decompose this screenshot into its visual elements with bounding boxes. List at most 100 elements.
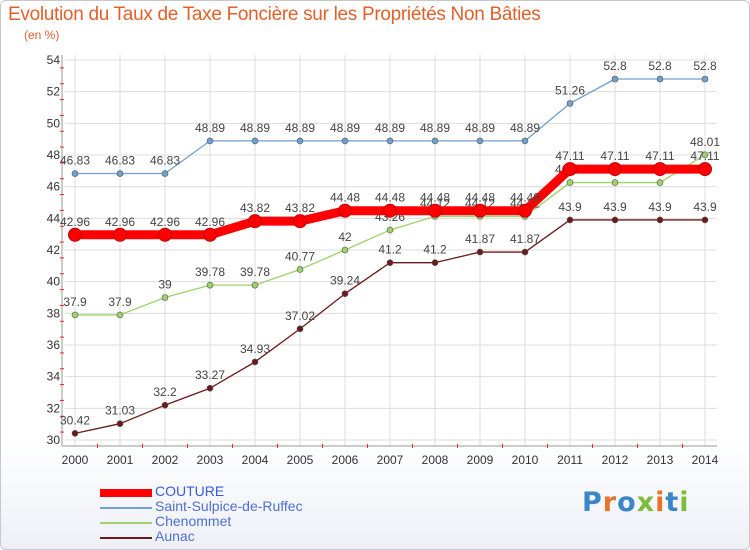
data-label-aunac: 43.9 [693,200,717,214]
x-tick-label: 2007 [377,453,404,467]
legend-label: Chenommet [155,513,232,529]
data-point-aunac [251,358,259,366]
data-label-aunac: 39.24 [330,274,360,288]
data-label-chenommet: 39.78 [240,265,270,279]
y-tick-label: 54 [47,53,61,67]
data-label-aunac: 32.2 [153,385,177,399]
data-label-saint-sulpice-de-ruffec: 48.89 [330,121,360,135]
x-tick-label: 2001 [107,453,134,467]
data-point-aunac [206,384,214,392]
data-point-chenommet [206,281,214,289]
data-point-chenommet [656,179,664,186]
data-label-saint-sulpice-de-ruffec: 52.8 [693,59,717,73]
data-label-chenommet: 42 [338,230,352,244]
data-label-saint-sulpice-de-ruffec: 46.83 [105,154,135,168]
data-label-aunac: 30.42 [60,413,90,427]
data-point-couture [293,214,307,229]
data-label-couture: 44.48 [420,191,450,205]
data-point-couture [248,214,262,229]
data-label-couture: 47.11 [690,149,719,163]
data-point-aunac [476,248,484,256]
data-point-saint-sulpice-de-ruffec [341,137,349,145]
data-label-couture: 44.48 [510,191,540,205]
data-label-aunac: 31.03 [105,404,135,418]
data-point-couture [518,203,532,218]
legend-label: COUTURE [155,483,225,499]
data-label-saint-sulpice-de-ruffec: 48.89 [510,121,540,135]
data-point-chenommet [701,151,709,159]
y-tick-label: 36 [47,338,61,352]
y-tick-label: 32 [47,401,61,415]
data-point-saint-sulpice-de-ruffec [251,137,259,145]
data-label-saint-sulpice-de-ruffec: 48.89 [285,121,315,135]
data-label-aunac: 37.02 [285,309,315,323]
data-label-saint-sulpice-de-ruffec: 48.89 [375,121,405,135]
data-point-aunac [566,216,574,224]
data-label-aunac: 43.9 [558,200,582,214]
data-point-chenommet [296,266,304,273]
data-label-aunac: 33.27 [195,368,225,382]
x-tick-label: 2009 [467,453,494,467]
data-label-couture: 42.96 [150,215,180,229]
logo-letter: t [665,487,680,518]
data-point-saint-sulpice-de-ruffec [71,170,79,177]
data-label-saint-sulpice-de-ruffec: 48.89 [195,121,225,135]
data-point-chenommet [566,179,574,186]
data-label-couture: 47.11 [645,149,674,163]
data-label-saint-sulpice-de-ruffec: 52.8 [648,59,672,73]
y-tick-label: 40 [47,275,61,289]
data-point-saint-sulpice-de-ruffec [566,100,574,107]
legend-swatch [100,489,152,497]
data-point-aunac [341,290,349,298]
logo-letter: P [582,487,603,518]
data-label-chenommet: 39.78 [195,265,225,279]
data-point-aunac [656,216,664,224]
x-tick-label: 2008 [422,453,449,467]
data-point-aunac [161,401,169,409]
data-label-chenommet: 37.9 [108,295,132,309]
y-axis-unit-label: (en %) [24,28,60,42]
data-label-couture: 43.82 [240,201,270,215]
data-label-couture: 44.48 [330,191,360,205]
data-label-saint-sulpice-de-ruffec: 48.89 [420,121,450,135]
data-point-saint-sulpice-de-ruffec [521,137,529,145]
data-label-couture: 47.11 [555,149,584,163]
data-point-chenommet [71,311,79,319]
data-point-aunac [521,248,529,256]
x-tick-label: 2002 [152,453,179,467]
data-label-couture: 42.96 [60,215,90,229]
data-point-couture [473,203,487,218]
proxiti-logo: Proxiti [582,487,690,518]
y-tick-label: 30 [47,433,61,447]
data-label-aunac: 43.9 [603,200,627,214]
line-chart: 30 32 34 36 38 40 42 44 46 48 50 52 54 2000 2001 2002 20… [47,53,721,467]
y-tick-label: 48 [47,148,61,162]
x-tick-label: 2012 [602,453,629,467]
x-tick-label: 2004 [242,453,269,467]
x-tick-label: 2013 [647,453,674,467]
data-label-couture: 44.48 [465,191,495,205]
data-label-chenommet: 39 [158,278,172,292]
data-point-saint-sulpice-de-ruffec [386,137,394,145]
data-point-couture [698,162,712,177]
data-point-saint-sulpice-de-ruffec [206,137,214,145]
y-tick-label: 44 [47,211,61,225]
x-tick-label: 2006 [332,453,359,467]
data-point-saint-sulpice-de-ruffec [701,75,709,83]
data-point-couture [563,162,577,177]
data-point-chenommet [611,179,619,186]
data-label-saint-sulpice-de-ruffec: 48.89 [465,121,495,135]
data-point-saint-sulpice-de-ruffec [476,137,484,145]
data-point-aunac [701,216,709,224]
data-label-aunac: 41.2 [378,243,402,257]
data-label-aunac: 41.87 [465,232,495,246]
data-label-chenommet: 48.01 [690,135,720,149]
data-point-couture [338,203,352,218]
y-tick-label: 46 [47,180,61,194]
data-label-couture: 44.48 [375,191,405,205]
legend-swatch [100,507,152,509]
data-label-aunac: 34.93 [240,342,270,356]
x-tick-label: 2003 [197,453,224,467]
chart-title: Evolution du Taux de Taxe Foncière sur l… [8,4,541,25]
legend-label: Saint-Sulpice-de-Ruffec [155,498,303,514]
